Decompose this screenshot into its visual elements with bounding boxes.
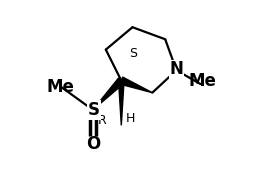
Polygon shape (93, 78, 124, 110)
Polygon shape (118, 81, 124, 125)
Text: H: H (126, 112, 135, 125)
Text: R: R (98, 114, 107, 127)
Text: O: O (86, 135, 100, 153)
Text: S: S (129, 47, 137, 60)
Text: S: S (88, 101, 100, 119)
Text: Me: Me (46, 79, 74, 96)
Polygon shape (120, 77, 152, 93)
Text: N: N (170, 60, 183, 78)
Text: Me: Me (188, 72, 216, 90)
